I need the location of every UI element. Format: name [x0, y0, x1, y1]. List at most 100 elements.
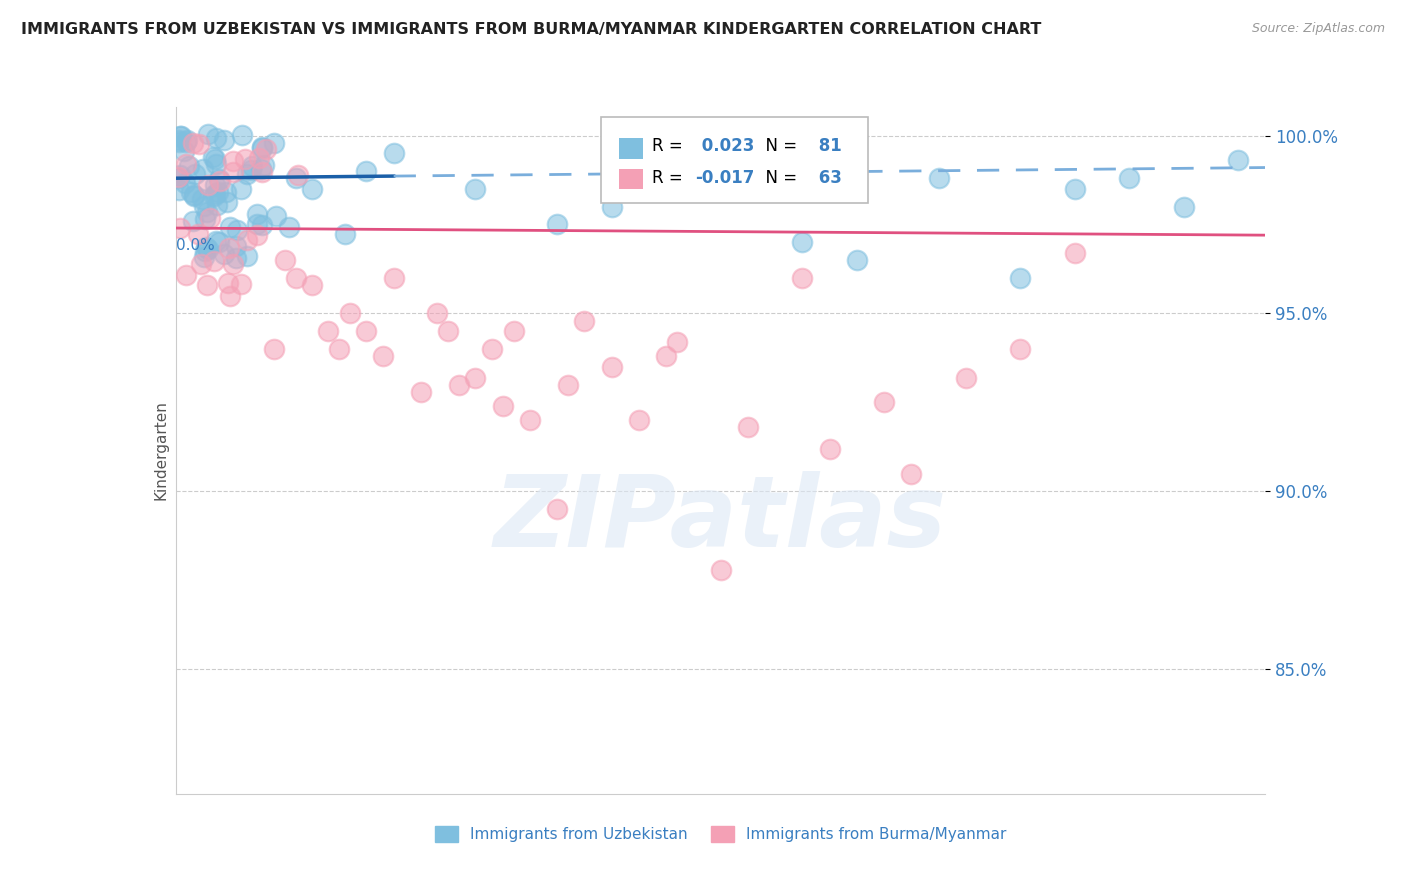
- Point: [710, 164, 733, 178]
- Point: [666, 334, 689, 349]
- Text: 81: 81: [813, 136, 842, 154]
- Point: [187, 227, 209, 242]
- Point: [287, 168, 309, 182]
- Point: [246, 218, 269, 232]
- Point: [208, 172, 231, 186]
- Point: [222, 154, 245, 169]
- Text: N =: N =: [755, 136, 803, 154]
- Point: [183, 136, 205, 151]
- Point: [371, 349, 394, 363]
- Text: 63: 63: [813, 169, 842, 186]
- Point: [1063, 246, 1085, 260]
- Point: [519, 413, 541, 427]
- Legend: Immigrants from Uzbekistan, Immigrants from Burma/Myanmar: Immigrants from Uzbekistan, Immigrants f…: [429, 820, 1012, 848]
- Point: [173, 145, 195, 159]
- Point: [250, 161, 273, 176]
- Point: [167, 183, 190, 197]
- Text: ZIPatlas: ZIPatlas: [494, 471, 948, 567]
- Point: [169, 168, 191, 182]
- Point: [225, 223, 247, 237]
- Text: 0.023: 0.023: [696, 136, 754, 154]
- Point: [900, 467, 922, 481]
- Point: [301, 182, 323, 196]
- Point: [207, 198, 229, 212]
- Point: [274, 253, 297, 268]
- Point: [792, 235, 814, 250]
- Point: [197, 242, 219, 256]
- Point: [208, 235, 231, 250]
- Point: [382, 271, 405, 285]
- Point: [233, 153, 256, 167]
- Point: [219, 288, 242, 302]
- Point: [204, 178, 226, 193]
- Point: [873, 395, 896, 409]
- Point: [240, 160, 263, 174]
- Point: [546, 218, 568, 232]
- Point: [202, 254, 225, 268]
- Point: [409, 384, 432, 399]
- Point: [655, 349, 678, 363]
- Point: [546, 502, 568, 516]
- Point: [170, 129, 193, 144]
- Point: [301, 277, 323, 292]
- Point: [169, 221, 191, 235]
- Point: [492, 399, 515, 413]
- Point: [710, 563, 733, 577]
- Point: [382, 146, 405, 161]
- Point: [263, 342, 285, 356]
- Point: [1173, 200, 1195, 214]
- Point: [218, 219, 240, 234]
- Point: [222, 257, 245, 271]
- Point: [557, 377, 579, 392]
- Point: [655, 157, 678, 171]
- Point: [191, 192, 214, 206]
- Point: [318, 324, 340, 338]
- FancyBboxPatch shape: [619, 138, 643, 159]
- Point: [218, 241, 240, 255]
- Point: [240, 163, 263, 178]
- Point: [193, 251, 215, 265]
- Point: [212, 132, 235, 146]
- Point: [197, 127, 219, 141]
- Point: [231, 128, 253, 142]
- Point: [356, 324, 378, 338]
- Point: [250, 219, 273, 233]
- Point: [231, 182, 253, 196]
- Point: [207, 186, 229, 200]
- Point: [277, 219, 299, 234]
- Point: [183, 187, 205, 202]
- Point: [187, 137, 209, 152]
- Point: [209, 174, 232, 188]
- Point: [217, 194, 239, 209]
- Point: [333, 227, 356, 242]
- Point: [955, 370, 977, 384]
- Y-axis label: Kindergarten: Kindergarten: [153, 401, 169, 500]
- Point: [183, 188, 205, 202]
- Point: [600, 200, 623, 214]
- Point: [215, 185, 238, 199]
- Text: 0.0%: 0.0%: [176, 237, 215, 252]
- FancyBboxPatch shape: [619, 169, 643, 189]
- Point: [447, 377, 470, 392]
- Point: [250, 140, 273, 154]
- Point: [600, 359, 623, 374]
- Point: [437, 324, 460, 338]
- Point: [176, 133, 198, 147]
- Point: [1227, 153, 1250, 168]
- Point: [195, 277, 218, 292]
- Point: [191, 162, 214, 177]
- Text: N =: N =: [755, 169, 803, 186]
- Text: -0.017: -0.017: [696, 169, 755, 186]
- Point: [190, 257, 212, 271]
- Point: [1010, 271, 1032, 285]
- Point: [1118, 171, 1140, 186]
- Point: [231, 277, 253, 291]
- Point: [1063, 182, 1085, 196]
- Point: [193, 198, 215, 212]
- Point: [818, 442, 841, 456]
- Point: [627, 413, 650, 427]
- Point: [236, 167, 259, 181]
- Point: [252, 165, 274, 179]
- Point: [169, 135, 191, 149]
- Point: [225, 251, 247, 265]
